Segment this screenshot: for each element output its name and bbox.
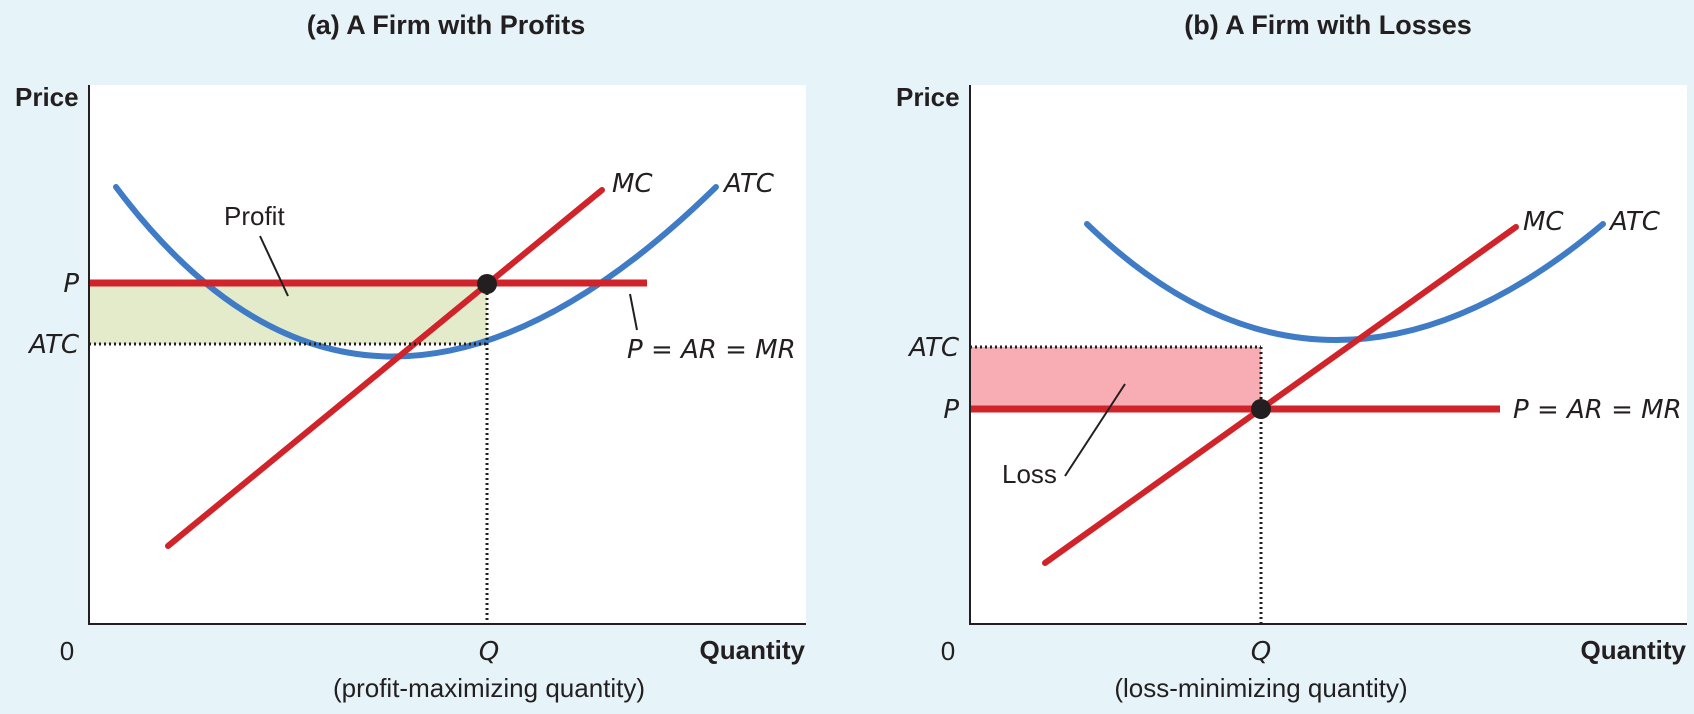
panel-a-plot-area [89, 85, 806, 624]
panel-a-x-axis-label: Quantity [700, 635, 806, 665]
panel-b-origin-label: 0 [941, 636, 955, 666]
panel-a-title: (a) A Firm with Profits [307, 10, 586, 40]
loss-leader [1064, 383, 1126, 477]
panel-a-demand-label: P = AR = MR [627, 335, 796, 365]
panel-b-mc-label: MC [1523, 207, 1564, 237]
panel-a-price-label: P [63, 269, 79, 299]
panel-a-mc-label: MC [612, 169, 653, 199]
panel-b-x-axis-label: Quantity [1581, 635, 1687, 665]
panel-b-atc-curve [1084, 221, 1606, 343]
panel-b-demand-label: P = AR = MR [1513, 395, 1682, 425]
panel-a: (a) A Firm with Profits Price Quantity 0… [15, 10, 806, 703]
loss-label: Loss [1002, 459, 1057, 489]
panel-b-q-caption: (loss-minimizing quantity) [1114, 673, 1407, 703]
panel-a-atc-curve-label: ATC [722, 169, 775, 199]
panel-b-atc-axis-label: ATC [907, 333, 960, 363]
panel-a-q-label: Q [479, 637, 499, 667]
panel-b-equilibrium-point [1251, 399, 1271, 419]
panel-a-mc-curve [165, 187, 605, 549]
panel-a-origin-label: 0 [60, 636, 74, 666]
panel-b-price-label: P [943, 395, 959, 425]
panel-b-atc-curve-label: ATC [1608, 207, 1661, 237]
panel-a-y-axis-label: Price [15, 82, 79, 112]
panel-a-q-caption: (profit-maximizing quantity) [333, 673, 645, 703]
panel-a-demand-leader [629, 293, 638, 331]
panel-b-mc-curve [1042, 224, 1519, 566]
panel-b: (b) A Firm with Losses Price Quantity 0 … [896, 10, 1687, 703]
panel-b-y-axis-label: Price [896, 82, 960, 112]
panel-b-q-label: Q [1251, 637, 1271, 667]
profit-leader [259, 235, 289, 297]
profit-label: Profit [224, 201, 285, 231]
panel-a-atc-curve [113, 184, 719, 360]
panel-b-title: (b) A Firm with Losses [1184, 10, 1472, 40]
panel-a-equilibrium-point [477, 274, 497, 294]
panel-a-atc-axis-label: ATC [27, 330, 80, 360]
